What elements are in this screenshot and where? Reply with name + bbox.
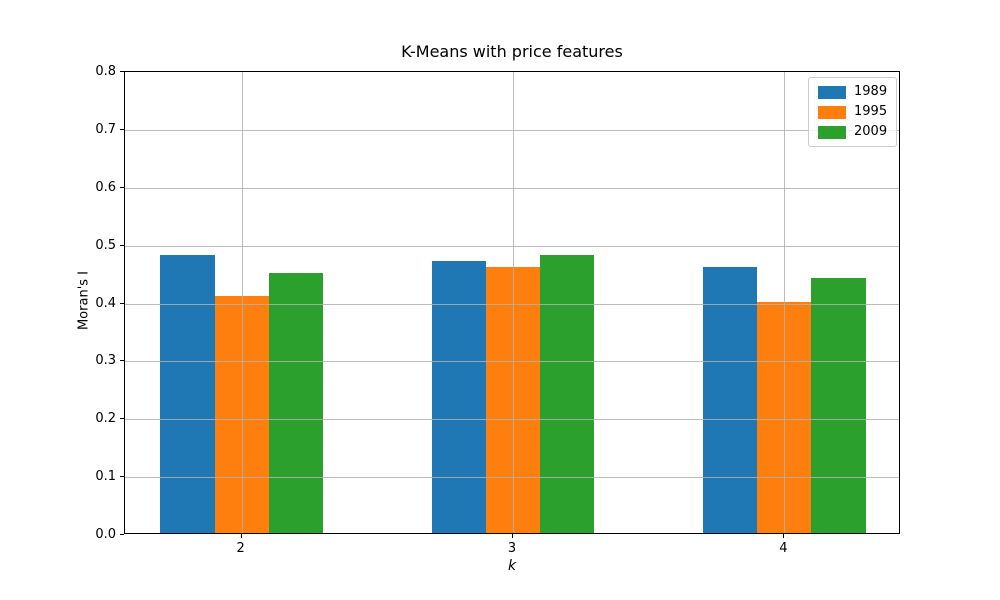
y-tick-label: 0.1 (95, 469, 116, 485)
legend-label: 2009 (854, 124, 888, 139)
x-tick-label: 3 (507, 541, 517, 556)
v-gridline (513, 72, 514, 533)
v-gridline (241, 72, 243, 533)
y-tick-label: 0.3 (95, 353, 116, 369)
legend-swatch-2009 (818, 125, 846, 139)
h-gridline (125, 129, 899, 131)
bar-1989-k2 (160, 255, 215, 533)
legend-item-1995: 1995 (818, 105, 887, 119)
bar-1989-k3 (431, 261, 486, 533)
bar-1995-k3 (485, 266, 541, 533)
h-gridline (125, 187, 899, 189)
legend-swatch-1989 (818, 85, 846, 99)
plot-area (124, 71, 900, 534)
h-gridline (125, 303, 899, 305)
bar-1989-k4 (702, 266, 758, 533)
y-tick-mark (120, 186, 124, 188)
bar-2009-k3 (540, 255, 595, 533)
y-tick-label: 0.4 (95, 295, 116, 311)
h-gridline (125, 245, 899, 247)
h-gridline (125, 419, 899, 421)
bar-2009-k2 (268, 272, 324, 533)
bar-1995-k4 (757, 301, 812, 533)
y-tick-mark (120, 534, 124, 535)
x-tick-mark (240, 534, 242, 538)
legend-swatch-1995 (818, 105, 846, 119)
y-tick-mark (120, 71, 124, 72)
y-tick-mark (120, 302, 124, 304)
y-tick-label: 0.8 (95, 64, 116, 79)
x-tick-label: 2 (236, 541, 245, 556)
x-tick-mark (512, 534, 513, 538)
h-gridline (125, 477, 899, 479)
legend-item-1989: 1989 (818, 85, 887, 99)
legend-label: 1989 (854, 84, 888, 99)
y-tick-mark (120, 244, 124, 246)
y-tick-label: 0.6 (95, 179, 116, 195)
y-tick-label: 0.0 (95, 527, 116, 542)
y-tick-label: 0.7 (95, 121, 116, 137)
y-tick-mark (120, 476, 124, 478)
y-tick-label: 0.2 (95, 411, 116, 427)
h-gridline (125, 361, 899, 363)
y-tick-mark (120, 128, 124, 130)
y-tick-label: 0.5 (95, 237, 116, 253)
x-tick-label: 4 (779, 541, 788, 556)
chart-title: K-Means with price features (401, 42, 623, 61)
y-tick-mark (120, 360, 124, 362)
bar-2009-k4 (811, 278, 866, 533)
legend-item-2009: 2009 (818, 125, 887, 139)
v-gridline (784, 72, 786, 533)
x-axis-label: k (507, 558, 517, 574)
y-tick-mark (120, 418, 124, 420)
legend-label: 1995 (854, 104, 888, 119)
legend: 1989 1995 2009 (808, 77, 898, 147)
x-tick-mark (783, 534, 785, 538)
